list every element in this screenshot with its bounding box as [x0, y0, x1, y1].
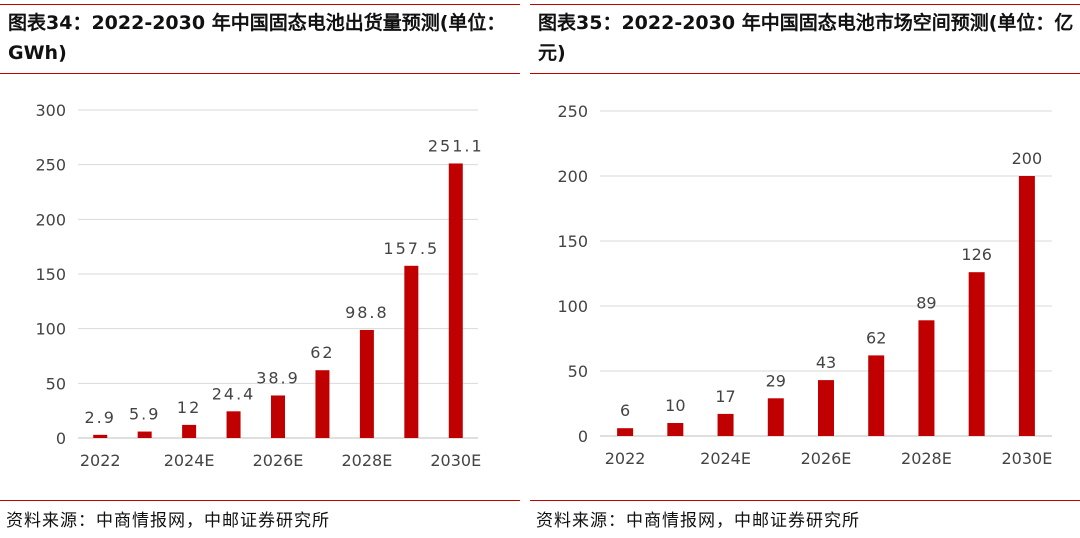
data-label: 89: [916, 293, 936, 312]
data-label: 43: [816, 353, 836, 372]
bar: [818, 380, 834, 436]
bar: [918, 320, 935, 436]
x-tick-label: 2022: [605, 449, 646, 468]
chart-title: 图表34：2022-2030 年中国固态电池出货量预测(单位：GWh): [8, 12, 506, 64]
y-tick-label: 0: [56, 429, 66, 448]
y-tick-label: 50: [46, 374, 66, 393]
x-tick-label: 2028E: [341, 451, 392, 470]
data-label: 126: [961, 245, 992, 264]
x-tick-label: 2030E: [1001, 449, 1052, 468]
bottom-rule: [0, 500, 520, 501]
bar-chart-market-size: 0 50 100 150 200 250 6 2022 10 17 2024E 29 43 2026E 62…: [557, 102, 1052, 468]
chart-panel-left: 图表34：2022-2030 年中国固态电池出货量预测(单位：GWh) 0 50 1…: [0, 0, 520, 538]
y-tick-label: 150: [35, 265, 66, 284]
data-label: 251.1: [428, 136, 484, 155]
data-label: 200: [1012, 149, 1043, 168]
bar: [1018, 176, 1035, 436]
y-tick-label: 250: [557, 102, 588, 121]
data-label: 5.9: [129, 405, 160, 424]
y-tick-label: 100: [557, 297, 588, 316]
y-tick-label: 250: [35, 156, 66, 175]
data-label: 29: [766, 371, 786, 390]
chart-title: 图表35：2022-2030 年中国固态电池市场空间预测(单位：亿元): [538, 12, 1074, 64]
bar: [868, 355, 885, 436]
chart-panel-right: 图表35：2022-2030 年中国固态电池市场空间预测(单位：亿元) 0 50 1…: [530, 0, 1080, 538]
data-label: 62: [866, 328, 886, 347]
top-rule: [530, 4, 1080, 5]
bar: [667, 423, 684, 436]
data-label: 10: [665, 396, 685, 415]
data-label: 6: [620, 401, 630, 420]
data-label: 24.4: [212, 384, 256, 403]
bar: [182, 424, 197, 438]
bar: [448, 163, 463, 438]
x-tick-label: 2028E: [901, 449, 952, 468]
y-tick-label: 0: [578, 427, 588, 446]
bar: [968, 272, 985, 436]
bar: [717, 413, 734, 436]
bottom-rule: [530, 500, 1080, 501]
bar: [271, 395, 285, 438]
y-tick-label: 200: [557, 167, 588, 186]
title-rule: [0, 73, 520, 74]
data-label: 62: [310, 343, 334, 362]
source-note: 资料来源：中商情报网，中邮证券研究所: [6, 511, 330, 531]
bar: [226, 411, 241, 438]
bar: [617, 428, 634, 436]
bar-chart-shipments: 0 50 100 150 200 250 300 2.9 2022 5.9 12 2024E 24.43…: [35, 101, 484, 470]
x-tick-label: 2030E: [430, 451, 481, 470]
y-tick-label: 300: [35, 101, 66, 120]
data-label: 98.8: [345, 303, 389, 322]
bar: [359, 329, 374, 438]
y-tick-label: 100: [35, 320, 66, 339]
x-tick-label: 2026E: [253, 451, 304, 470]
y-tick-label: 150: [557, 232, 588, 251]
x-tick-label: 2022: [80, 451, 121, 470]
bar: [404, 265, 419, 438]
data-label: 157.5: [383, 239, 439, 258]
x-tick-label: 2024E: [164, 451, 215, 470]
bar: [315, 370, 330, 438]
top-rule: [0, 4, 520, 5]
y-tick-label: 200: [35, 210, 66, 229]
data-label: 38.9: [256, 368, 300, 387]
bar: [137, 431, 152, 438]
data-label: 2.9: [84, 408, 115, 427]
data-label: 17: [715, 387, 735, 406]
title-rule: [530, 73, 1080, 74]
source-note: 资料来源：中商情报网，中邮证券研究所: [536, 511, 860, 531]
y-tick-label: 50: [568, 362, 588, 381]
x-tick-label: 2024E: [700, 449, 751, 468]
bar: [93, 434, 108, 438]
data-label: 12: [177, 398, 201, 417]
bar: [767, 398, 784, 436]
x-tick-label: 2026E: [801, 449, 852, 468]
